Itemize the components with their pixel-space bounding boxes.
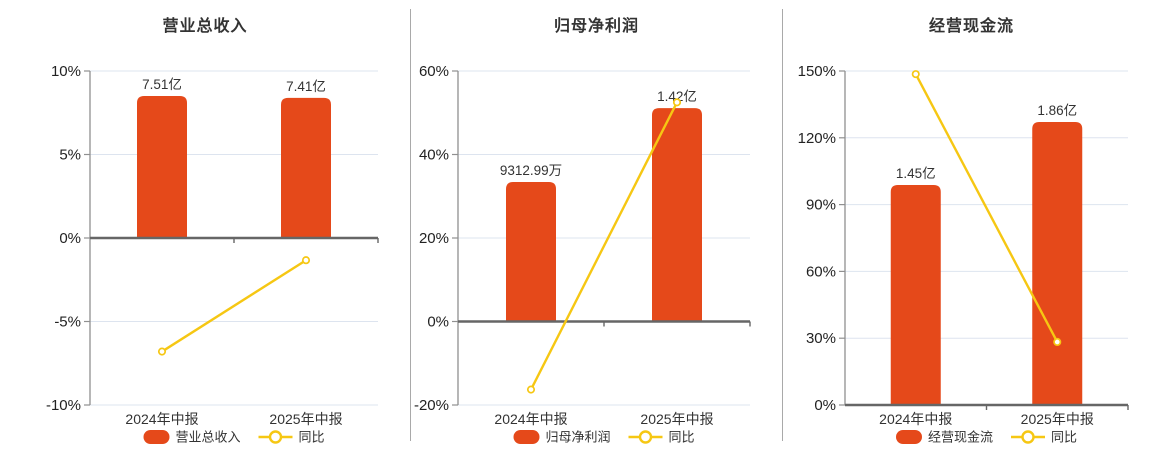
x-label: 2024年中报 <box>125 411 198 427</box>
x-label: 2024年中报 <box>879 411 952 427</box>
chart-title-operating-cash-flow: 经营现金流 <box>928 18 1014 35</box>
legend-line-marker-icon[interactable] <box>638 430 653 444</box>
panel-separator <box>782 9 783 441</box>
legend-line-label[interactable]: 同比 <box>299 430 325 445</box>
chart-panel-operating-cash-flow: 经营现金流 150% 120% 90% 60% 30% 0% 1.45亿 1.86亿 2024年… <box>783 0 1160 450</box>
trend-marker-2025年中报[interactable] <box>1053 337 1062 347</box>
y-tick-label: 60% <box>806 263 836 280</box>
x-label: 2025年中报 <box>269 411 342 427</box>
chart-canvas-net-profit: 60% 40% 20% 0% -20% 9312.99万 1.42亿 2024年中报 2025年… <box>414 63 751 445</box>
y-tick-label: 0% <box>59 230 81 247</box>
trend-line <box>529 101 679 391</box>
panel-separator <box>410 9 411 441</box>
chart-title-net-profit: 归母净利润 <box>553 18 639 35</box>
bar-2025年中报[interactable] <box>1032 121 1083 406</box>
y-tick-label: 150% <box>798 63 836 80</box>
y-tick-label: 20% <box>419 230 449 247</box>
trend-line <box>914 73 1059 343</box>
legend-bar-label[interactable]: 营业总收入 <box>176 430 241 445</box>
bar-value-label: 1.42亿 <box>657 89 697 104</box>
chart-title-operating-revenue: 营业总收入 <box>162 18 248 35</box>
x-label: 2025年中报 <box>1021 411 1094 427</box>
legend-bar-label[interactable]: 经营现金流 <box>928 430 993 445</box>
y-tick-label: 0% <box>427 314 449 331</box>
trend-marker-2025年中报[interactable] <box>672 98 682 107</box>
bar-2025年中报[interactable] <box>281 97 331 239</box>
legend-bar-swatch[interactable] <box>896 430 922 444</box>
x-label: 2024年中报 <box>494 411 567 427</box>
y-tick-label: -10% <box>46 397 81 414</box>
y-tick-label: 120% <box>798 130 836 147</box>
bar-value-label: 7.51亿 <box>142 77 182 92</box>
legend-bar-swatch[interactable] <box>513 430 540 444</box>
trend-marker-2024年中报[interactable] <box>157 347 167 356</box>
legend-line-label[interactable]: 同比 <box>669 430 695 445</box>
x-label: 2025年中报 <box>640 411 713 427</box>
bar-2024年中报[interactable] <box>506 182 556 322</box>
legend-line-marker-icon[interactable] <box>1021 430 1035 444</box>
chart-canvas-operating-cash-flow: 150% 120% 90% 60% 30% 0% 1.45亿 1.86亿 2024年中报 2025… <box>798 63 1129 445</box>
y-tick-label: 30% <box>806 330 836 347</box>
bar-2024年中报[interactable] <box>890 185 941 405</box>
chart-canvas-operating-revenue: 10% 5% 0% -5% -10% 7.51亿 7.41亿 2024年中报 2025年中报营业… <box>46 63 379 445</box>
y-tick-label: 0% <box>814 397 836 414</box>
y-tick-label: 10% <box>51 63 81 80</box>
trend-marker-2024年中报[interactable] <box>526 385 536 394</box>
chart-panel-operating-revenue: 营业总收入 10% 5% 0% -5% -10% 7.51亿 7.41亿 2024年中报 202… <box>0 0 410 450</box>
legend-line-marker-icon[interactable] <box>268 430 283 444</box>
y-tick-label: 5% <box>59 147 81 164</box>
bar-2025年中报[interactable] <box>652 108 702 322</box>
chart-panel-net-profit: 归母净利润 60% 40% 20% 0% -20% 9312.99万 1.42亿 2024年中… <box>411 0 782 450</box>
y-tick-label: 40% <box>419 147 449 164</box>
y-tick-label: -20% <box>414 397 449 414</box>
trend-marker-2024年中报[interactable] <box>911 70 920 79</box>
trend-line <box>161 259 307 353</box>
legend-bar-label[interactable]: 归母净利润 <box>546 430 611 445</box>
legend-bar-swatch[interactable] <box>143 430 170 444</box>
bar-value-label: 7.41亿 <box>286 79 326 94</box>
legend-line-label[interactable]: 同比 <box>1051 430 1077 445</box>
bar-value-label: 1.86亿 <box>1037 103 1077 118</box>
y-tick-label: 60% <box>419 63 449 80</box>
bar-value-label: 1.45亿 <box>896 166 936 181</box>
y-tick-label: 90% <box>806 197 836 214</box>
bar-2024年中报[interactable] <box>137 96 187 238</box>
trend-marker-2025年中报[interactable] <box>301 256 311 265</box>
bar-value-label: 9312.99万 <box>500 163 562 178</box>
y-tick-label: -5% <box>54 314 81 331</box>
